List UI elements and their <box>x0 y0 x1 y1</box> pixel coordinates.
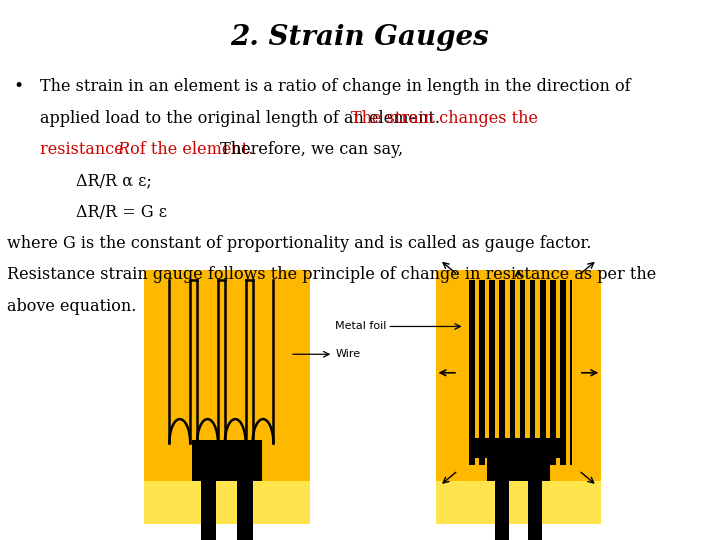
Bar <box>566 280 570 465</box>
Text: 2. Strain Gauges: 2. Strain Gauges <box>230 24 490 51</box>
Bar <box>556 280 560 465</box>
Text: ΔR/R = G ε: ΔR/R = G ε <box>76 204 166 220</box>
Bar <box>495 471 509 540</box>
Bar <box>528 471 542 540</box>
Bar <box>546 280 550 465</box>
Text: The strain in an element is a ratio of change in length in the direction of: The strain in an element is a ratio of c… <box>40 78 630 95</box>
Text: R: R <box>117 141 130 158</box>
Bar <box>144 270 310 481</box>
Text: •: • <box>13 78 23 95</box>
Text: ΔR/R α ε;: ΔR/R α ε; <box>76 172 151 189</box>
Bar <box>473 437 564 458</box>
Text: applied load to the original length of an element.: applied load to the original length of a… <box>40 110 445 126</box>
Text: where G is the constant of proportionality and is called as gauge factor.: where G is the constant of proportionali… <box>7 235 592 252</box>
Bar <box>436 270 601 481</box>
Bar <box>201 469 217 540</box>
Bar <box>526 280 530 465</box>
Text: Therefore, we can say,: Therefore, we can say, <box>215 141 402 158</box>
Bar <box>464 280 572 465</box>
Bar <box>436 481 601 524</box>
Text: above equation.: above equation. <box>7 298 137 314</box>
Text: Wire: Wire <box>336 349 361 359</box>
Bar <box>495 280 500 465</box>
Bar <box>144 481 310 524</box>
Bar <box>237 469 253 540</box>
Bar <box>192 440 261 481</box>
Bar <box>474 280 479 465</box>
Bar <box>516 280 520 465</box>
Bar <box>505 280 510 465</box>
Text: of the element.: of the element. <box>125 141 253 158</box>
Bar <box>487 448 550 481</box>
Bar <box>485 280 490 465</box>
Text: Resistance strain gauge follows the principle of change in resistance as per the: Resistance strain gauge follows the prin… <box>7 266 657 283</box>
Text: Metal foil: Metal foil <box>335 321 386 332</box>
Bar <box>464 280 469 465</box>
Text: resistance: resistance <box>40 141 128 158</box>
Bar <box>536 280 540 465</box>
Text: The strain changes the: The strain changes the <box>351 110 538 126</box>
